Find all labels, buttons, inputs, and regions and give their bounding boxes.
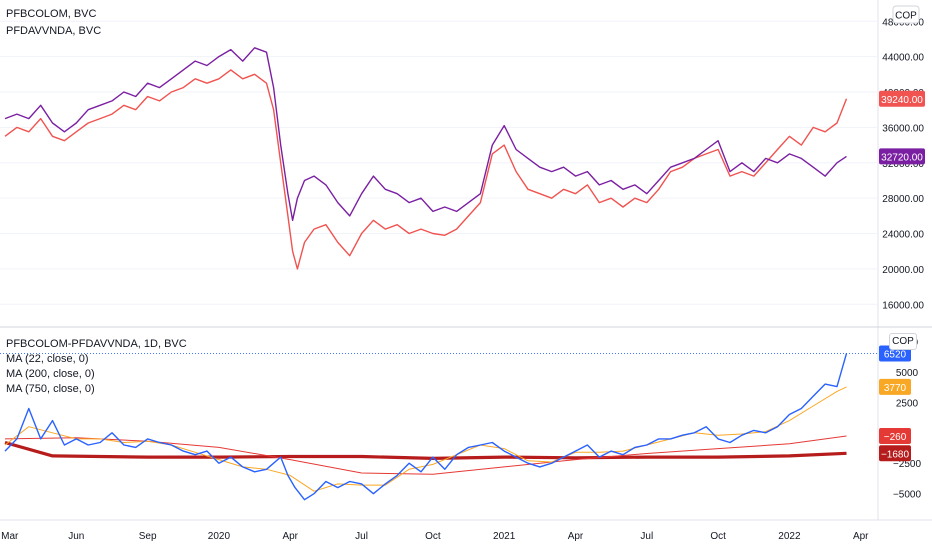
top-price-tick: 20000.00	[882, 265, 924, 276]
time-tick: 2022	[778, 531, 801, 542]
series-line[interactable]	[4, 47, 847, 221]
last-value-tags: 39240.00 32720.00 6520 3770 −260 −1680	[879, 90, 925, 462]
time-tick: Mar	[1, 531, 19, 542]
bottom-value-tick: 5000	[896, 368, 919, 379]
top-currency-label: COP	[895, 11, 917, 22]
legend-pfbcolom[interactable]: PFBCOLOM, BVC	[6, 8, 97, 20]
time-tick: Sep	[139, 531, 157, 542]
bottom-value-tick: −2500	[893, 459, 922, 470]
series-line[interactable]	[4, 69, 848, 270]
spread-title[interactable]: PFBCOLOM-PFDAVVNDA, 1D, BVC	[6, 338, 187, 350]
time-tick: Apr	[853, 531, 869, 542]
time-tick: Jun	[68, 531, 84, 542]
top-lines	[4, 47, 848, 270]
value-tag-label: 32720.00	[881, 152, 923, 163]
time-axis[interactable]: Mar Jun Sep 2020 Apr Jul Oct 2021 Apr Jul Oct 2022 A…	[1, 531, 869, 542]
value-tag-label: −260	[884, 432, 907, 443]
value-tag-label: −1680	[881, 449, 910, 460]
bottom-value-tick: 2500	[896, 398, 919, 409]
indicator-ma-22[interactable]: MA (22, close, 0)	[6, 353, 89, 365]
value-tag	[879, 148, 925, 165]
time-tick: Oct	[710, 531, 726, 542]
value-tag-label: 3770	[884, 383, 907, 394]
value-tag	[879, 90, 925, 107]
value-tag	[879, 427, 911, 444]
top-price-tick: 44000.00	[882, 53, 924, 64]
top-price-tick: 24000.00	[882, 230, 924, 241]
value-tag	[879, 445, 911, 462]
legend-pfdavvnda[interactable]: PFDAVVNDA, BVC	[6, 25, 101, 37]
top-price-tick: 28000.00	[882, 194, 924, 205]
time-tick: Apr	[568, 531, 584, 542]
time-tick: Apr	[282, 531, 298, 542]
top-grid	[0, 20, 878, 305]
top-currency-button[interactable]	[892, 5, 920, 24]
bottom-currency-button[interactable]: COP	[889, 333, 917, 350]
value-tag-label: 39240.00	[881, 95, 923, 106]
time-tick: 2021	[493, 531, 516, 542]
time-tick: Jul	[355, 531, 368, 542]
indicator-ma-750[interactable]: MA (750, close, 0)	[6, 383, 95, 395]
time-tick: Oct	[425, 531, 441, 542]
series-line[interactable]	[4, 353, 848, 501]
value-tag-label: 6520	[884, 349, 907, 360]
time-tick: Jul	[640, 531, 653, 542]
bottom-value-tick: −5000	[893, 490, 922, 501]
bottom-currency-label: COP	[892, 336, 914, 347]
time-tick: 2020	[208, 531, 231, 542]
value-tag	[879, 378, 911, 395]
indicator-ma-200[interactable]: MA (200, close, 0)	[6, 368, 95, 380]
series-line[interactable]	[4, 386, 847, 492]
top-price-tick: 16000.00	[882, 300, 924, 311]
series-line[interactable]	[4, 440, 847, 460]
top-price-tick: 36000.00	[882, 123, 924, 134]
bottom-lines	[0, 353, 878, 501]
